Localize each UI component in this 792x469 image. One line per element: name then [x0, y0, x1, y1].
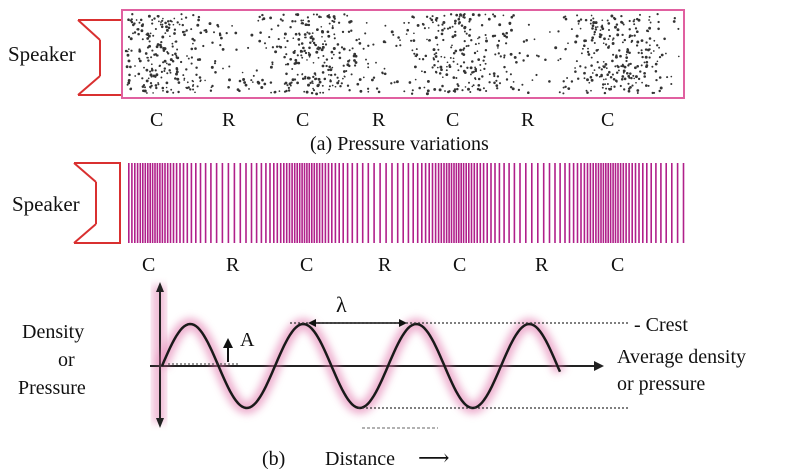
- marker-b-0: C: [142, 254, 155, 276]
- marker-b-4: C: [453, 254, 466, 276]
- marker-b-1: R: [226, 254, 240, 276]
- marker-a-2: C: [296, 109, 309, 131]
- speaker-label-bottom: Speaker: [12, 192, 80, 216]
- panel-b-label: (b): [262, 448, 285, 469]
- speaker-label-top: Speaker: [8, 42, 76, 66]
- speaker-icon-top: [77, 19, 123, 96]
- marker-b-6: C: [611, 254, 624, 276]
- panel-a-pressure-variations: Speaker C R C R C R C (a) Pressure variations: [8, 9, 685, 155]
- marker-a-6: C: [601, 109, 614, 131]
- marker-b-2: C: [300, 254, 313, 276]
- amplitude-label: A: [240, 329, 255, 351]
- marker-a-5: R: [521, 109, 535, 131]
- marker-b-3: R: [378, 254, 392, 276]
- average-label-line2: or pressure: [617, 373, 705, 395]
- y-axis-label-line2: or: [58, 349, 75, 371]
- density-graph: λ A Density or Pressure - Crest Average …: [18, 282, 746, 469]
- caption-a: (a) Pressure variations: [310, 133, 489, 155]
- y-axis-label-line1: Density: [22, 321, 84, 343]
- marker-a-3: R: [372, 109, 386, 131]
- speaker-icon-bottom: [73, 162, 121, 244]
- x-axis-arrow-glyph: ⟶: [418, 445, 450, 469]
- marker-b-5: R: [535, 254, 549, 276]
- wavelength-label: λ: [336, 292, 347, 317]
- marker-a-1: R: [222, 109, 236, 131]
- panel-b-compression-bars: Speaker C R C R C R C: [12, 162, 685, 276]
- wave-curve: [160, 322, 562, 410]
- air-tube: [121, 9, 685, 99]
- density-bars: [128, 163, 685, 243]
- y-axis-label-line3: Pressure: [18, 377, 86, 399]
- marker-a-4: C: [446, 109, 459, 131]
- x-axis-label: Distance: [325, 448, 395, 469]
- crest-label: - Crest: [634, 314, 688, 336]
- average-label-line1: Average density: [617, 346, 746, 368]
- air-particles: [124, 13, 680, 96]
- marker-a-0: C: [150, 109, 163, 131]
